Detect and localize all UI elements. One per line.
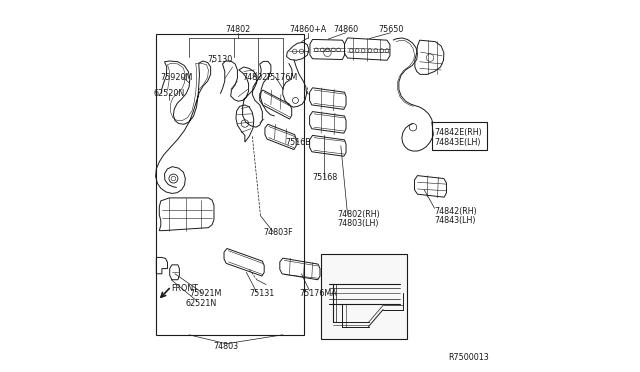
Text: 74802: 74802 xyxy=(225,25,251,34)
Text: 62520N: 62520N xyxy=(154,89,184,97)
Text: 74860: 74860 xyxy=(333,25,358,34)
Text: 74842E(RH): 74842E(RH) xyxy=(435,128,483,137)
Text: 75176MA: 75176MA xyxy=(299,289,337,298)
Text: 74803(LH): 74803(LH) xyxy=(337,219,379,228)
Text: 75650: 75650 xyxy=(378,25,403,34)
Text: 74843E(LH): 74843E(LH) xyxy=(435,138,481,147)
Text: 75130: 75130 xyxy=(207,55,233,64)
Bar xyxy=(321,254,407,339)
Text: 62521N: 62521N xyxy=(186,299,216,308)
Text: 75168: 75168 xyxy=(312,173,338,182)
Text: 74860+A: 74860+A xyxy=(289,25,327,34)
Text: 74802(RH): 74802(RH) xyxy=(337,210,380,219)
Text: 74843(LH): 74843(LH) xyxy=(435,216,476,225)
Text: 74842(RH): 74842(RH) xyxy=(435,207,477,216)
Text: 74803F: 74803F xyxy=(264,228,293,237)
Text: 7516B: 7516B xyxy=(286,138,312,147)
Text: 75131: 75131 xyxy=(250,289,275,298)
Text: 75920M: 75920M xyxy=(161,73,193,81)
Text: R7500013: R7500013 xyxy=(449,353,489,362)
Text: 75176M: 75176M xyxy=(265,73,297,81)
Bar xyxy=(431,122,486,150)
Text: 74803: 74803 xyxy=(214,342,239,351)
Bar xyxy=(156,34,305,335)
Text: 75921M: 75921M xyxy=(189,289,221,298)
Text: FRONT: FRONT xyxy=(172,284,198,293)
Text: 74802F: 74802F xyxy=(243,73,273,81)
